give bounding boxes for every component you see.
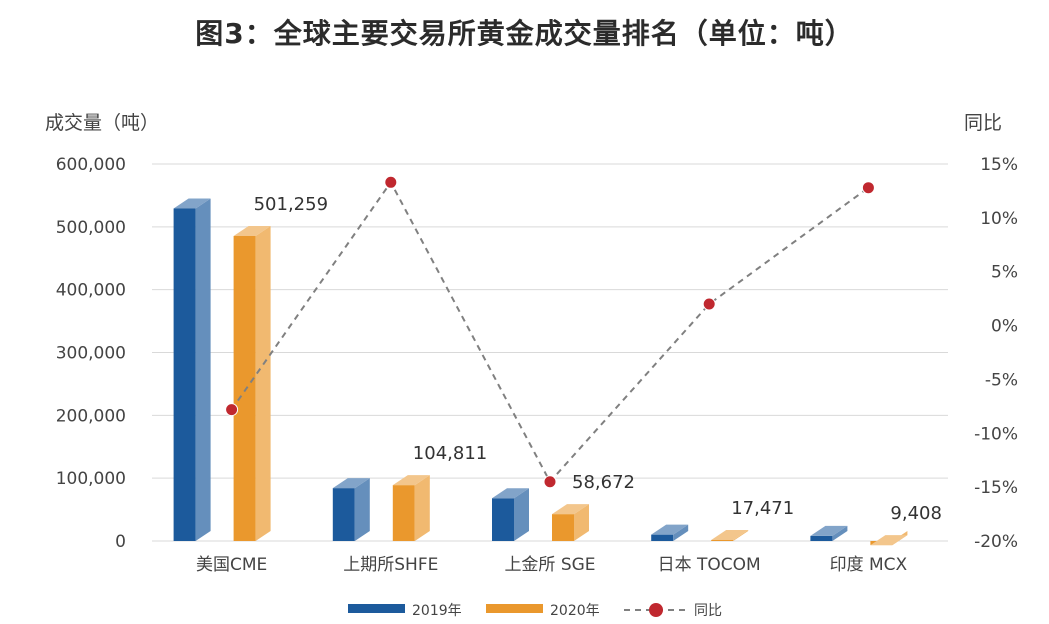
yoy-marker <box>543 475 557 489</box>
x-tick-label: 印度 MCX <box>830 555 908 575</box>
y-tick-label: 300,000 <box>56 344 126 364</box>
y2-tick-label: 0% <box>991 317 1018 337</box>
yoy-marker <box>225 403 239 417</box>
x-tick-label: 美国CME <box>196 555 267 575</box>
bar-2020 <box>711 530 749 541</box>
legend-marker-yoy <box>649 603 663 617</box>
bar-2019 <box>651 524 689 541</box>
bar-2019 <box>332 478 370 541</box>
y2-tick-label: -5% <box>985 370 1018 390</box>
data-label: 104,811 <box>413 443 487 464</box>
data-label: 17,471 <box>731 498 794 519</box>
x-tick-label: 上期所SHFE <box>343 555 438 575</box>
legend-label-2019: 2019年 <box>412 603 462 619</box>
y2-tick-label: 10% <box>980 209 1018 229</box>
y2-tick-label: -20% <box>974 532 1018 552</box>
chart-title: 图3：全球主要交易所黄金成交量排名（单位：吨） <box>195 17 854 50</box>
data-label: 58,672 <box>572 472 635 493</box>
y-tick-label: 200,000 <box>56 406 126 426</box>
x-tick-label: 日本 TOCOM <box>658 555 761 575</box>
legend-swatch-2019 <box>348 604 405 613</box>
yoy-marker <box>702 297 716 311</box>
legend-swatch-2020 <box>486 604 543 613</box>
y-tick-label: 400,000 <box>56 281 126 301</box>
x-tick-label: 上金所 SGE <box>504 555 595 575</box>
y-tick-label: 500,000 <box>56 218 126 238</box>
y-tick-label: 600,000 <box>56 155 126 175</box>
y2-tick-label: 15% <box>980 155 1018 175</box>
bar-2019 <box>810 525 848 541</box>
yoy-marker <box>384 175 398 189</box>
y-tick-label: 0 <box>115 532 126 552</box>
y-tick-label: 100,000 <box>56 469 126 489</box>
bar-2020 <box>392 475 430 541</box>
y2-tick-label: 5% <box>991 263 1018 283</box>
legend-label-2020: 2020年 <box>550 603 600 619</box>
bar-2019 <box>492 488 529 541</box>
legend-label-yoy: 同比 <box>694 603 722 619</box>
y-axis-title: 成交量（吨） <box>45 112 160 134</box>
data-label: 501,259 <box>254 194 328 215</box>
bar-2019 <box>173 198 211 541</box>
data-label: 9,408 <box>890 503 942 524</box>
bar-2020 <box>552 504 589 541</box>
bar-2020 <box>870 531 908 546</box>
y2-tick-label: -10% <box>974 424 1018 444</box>
y2-tick-label: -15% <box>974 478 1018 498</box>
yoy-marker <box>861 181 875 195</box>
bar-2020 <box>233 226 271 541</box>
y2-axis-title: 同比 <box>964 112 1003 134</box>
